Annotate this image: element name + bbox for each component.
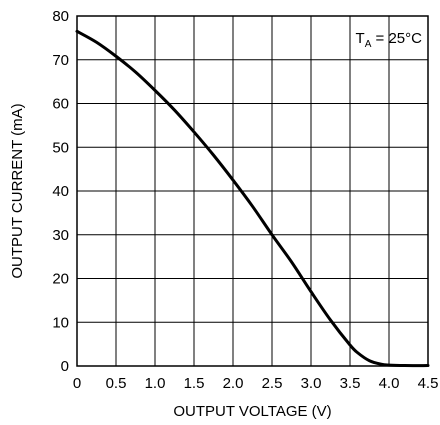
y-tick-label: 30 <box>52 227 69 244</box>
x-tick-label: 0.5 <box>106 375 127 392</box>
x-tick-label: 0 <box>73 375 81 392</box>
tick-labels: 0 0.5 1.0 1.5 2.0 2.5 3.0 3.5 4.0 4.5 0 10 20 30 40 50 6… <box>52 8 438 392</box>
y-axis-label: OUTPUT CURRENT (mA) <box>9 103 26 278</box>
temperature-annotation: TA = 25°C <box>356 30 423 50</box>
y-tick-label: 10 <box>52 314 69 331</box>
y-tick-label: 50 <box>52 139 69 156</box>
series-line <box>75 29 430 368</box>
x-tick-label: 1.5 <box>184 375 205 392</box>
y-tick-label: 0 <box>61 358 69 375</box>
y-tick-label: 60 <box>52 96 69 113</box>
x-tick-label: 3.5 <box>340 375 361 392</box>
y-tick-label: 70 <box>52 52 69 69</box>
y-tick-label: 80 <box>52 8 69 25</box>
x-tick-label: 1.0 <box>145 375 166 392</box>
x-axis-label: OUTPUT VOLTAGE (V) <box>173 403 331 420</box>
x-tick-label: 4.5 <box>418 375 439 392</box>
x-tick-label: 4.0 <box>379 375 400 392</box>
x-tick-label: 2.5 <box>262 375 283 392</box>
plot-frame <box>76 15 429 367</box>
y-tick-label: 40 <box>52 183 69 200</box>
annotation-text: TA = 25°C <box>356 30 423 50</box>
x-tick-label: 3.0 <box>301 375 322 392</box>
x-tick-label: 2.0 <box>223 375 244 392</box>
y-tick-label: 20 <box>52 271 69 288</box>
series <box>75 29 430 368</box>
